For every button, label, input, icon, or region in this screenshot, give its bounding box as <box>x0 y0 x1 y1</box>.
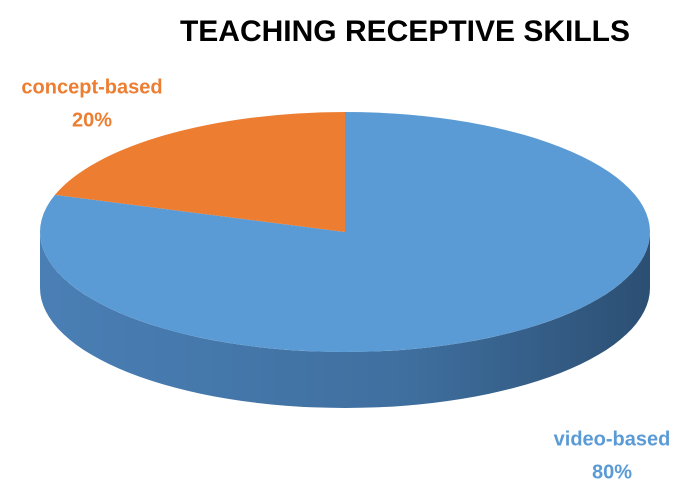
chart-title: TEACHING RECEPTIVE SKILLS <box>180 15 630 48</box>
pie-side <box>40 232 650 408</box>
slice-value-label: 20% <box>72 109 112 131</box>
pie-slice <box>54 112 345 232</box>
slice-label: concept-based <box>21 76 162 98</box>
pie-slice <box>39 112 650 352</box>
slice-label: video-based <box>554 428 671 450</box>
slice-value-label: 80% <box>592 461 632 483</box>
